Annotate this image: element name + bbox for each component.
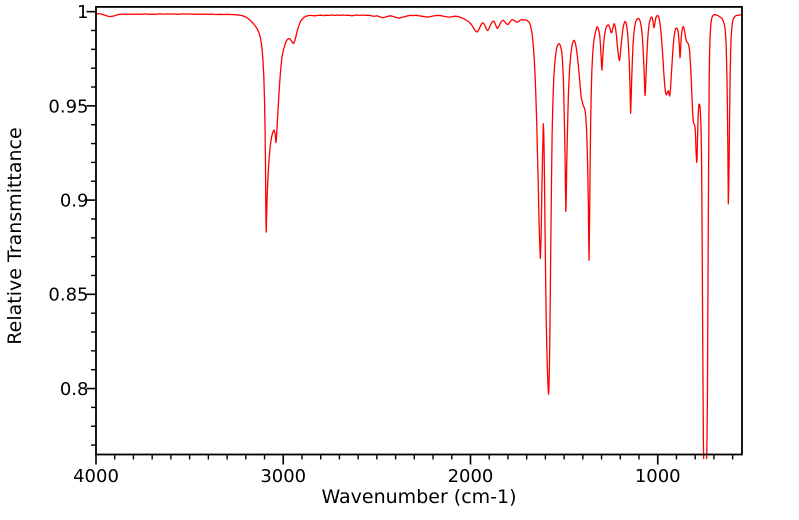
x-tick-label: 1000: [635, 466, 681, 487]
axes-layer: [95, 6, 743, 456]
spectrum-line: [95, 12, 743, 459]
y-tick-label: 1: [77, 2, 88, 23]
y-axis-title: Relative Transmittance: [4, 127, 26, 344]
x-tick-label: 4000: [73, 466, 119, 487]
x-tick-label: 3000: [260, 466, 306, 487]
x-axis-title: Wavenumber (cm-1): [321, 486, 516, 508]
y-tick-label: 0.85: [48, 285, 88, 306]
y-tick-label: 0.9: [60, 190, 89, 211]
plot-border: [95, 6, 743, 456]
tick-layer: 4000 3000 2000 1000 1 0.95 0.9 0.85 0.8: [48, 2, 734, 487]
y-tick-label: 0.95: [48, 96, 88, 117]
x-tick-label: 2000: [448, 466, 494, 487]
y-tick-label: 0.8: [60, 379, 89, 400]
axis-labels-layer: Wavenumber (cm-1) Relative Transmittance: [4, 127, 517, 508]
spectrum-line-layer: [95, 12, 743, 459]
